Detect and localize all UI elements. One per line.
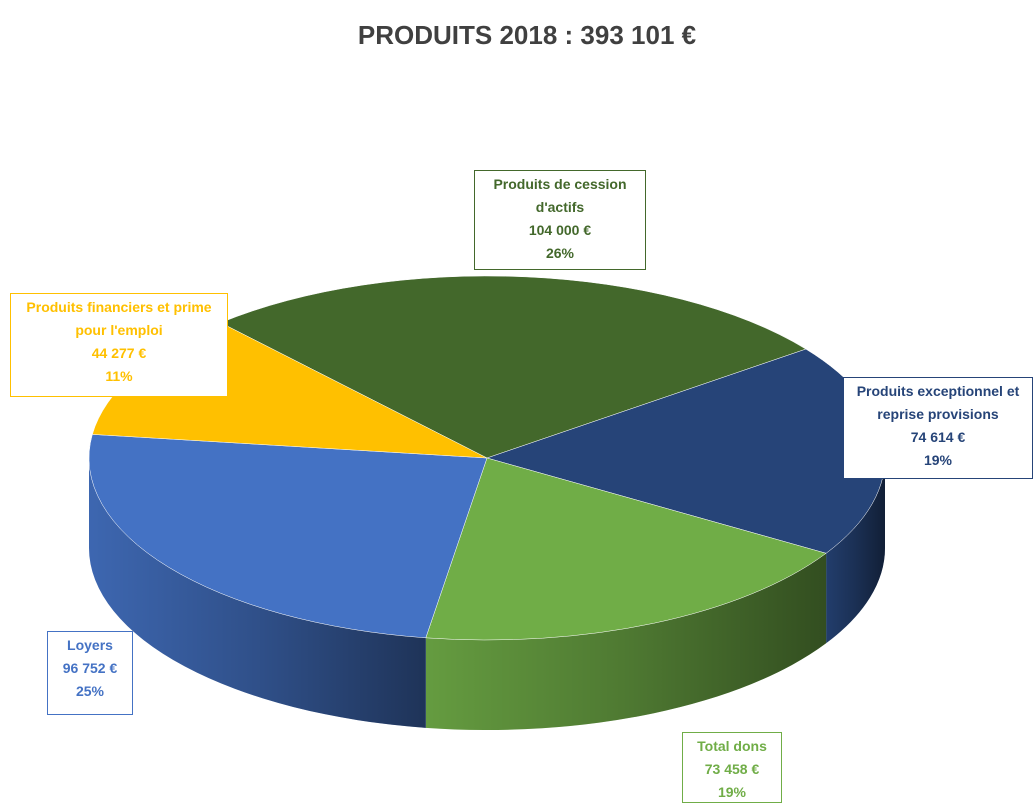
- label-percent: 19%: [717, 784, 747, 800]
- label-category: Produits exceptionnel et reprise provisi…: [856, 383, 1020, 422]
- data-label: Produits de cession d'actifs 104 000 € 26%: [474, 170, 646, 270]
- label-category: Produits de cession d'actifs: [493, 176, 627, 215]
- label-category: Produits financiers et prime pour l'empl…: [26, 299, 212, 338]
- label-category: Loyers: [67, 637, 113, 653]
- label-value: 104 000 €: [528, 222, 592, 238]
- label-percent: 11%: [105, 368, 133, 384]
- data-label: Produits financiers et prime pour l'empl…: [10, 293, 228, 397]
- label-percent: 26%: [545, 245, 575, 261]
- label-category: Total dons: [697, 738, 767, 754]
- slice-side-shade: [826, 458, 885, 644]
- pie-slice: [88, 434, 488, 639]
- data-label: Loyers 96 752 € 25%: [47, 631, 133, 715]
- label-percent: 19%: [923, 452, 953, 468]
- data-label: Total dons 73 458 € 19%: [682, 732, 782, 803]
- label-value: 44 277 €: [91, 345, 147, 361]
- slice-side-shade: [425, 553, 827, 730]
- slice-side-shade: [89, 458, 426, 728]
- label-value: 74 614 €: [910, 429, 966, 445]
- label-value: 96 752 €: [62, 660, 118, 676]
- chart-title: PRODUITS 2018 : 393 101 €: [358, 20, 696, 50]
- pie-slice: [220, 275, 807, 459]
- label-percent: 25%: [75, 683, 105, 699]
- pie-slice: [425, 457, 827, 641]
- data-label: Produits exceptionnel et reprise provisi…: [843, 377, 1033, 479]
- label-value: 73 458 €: [704, 761, 760, 777]
